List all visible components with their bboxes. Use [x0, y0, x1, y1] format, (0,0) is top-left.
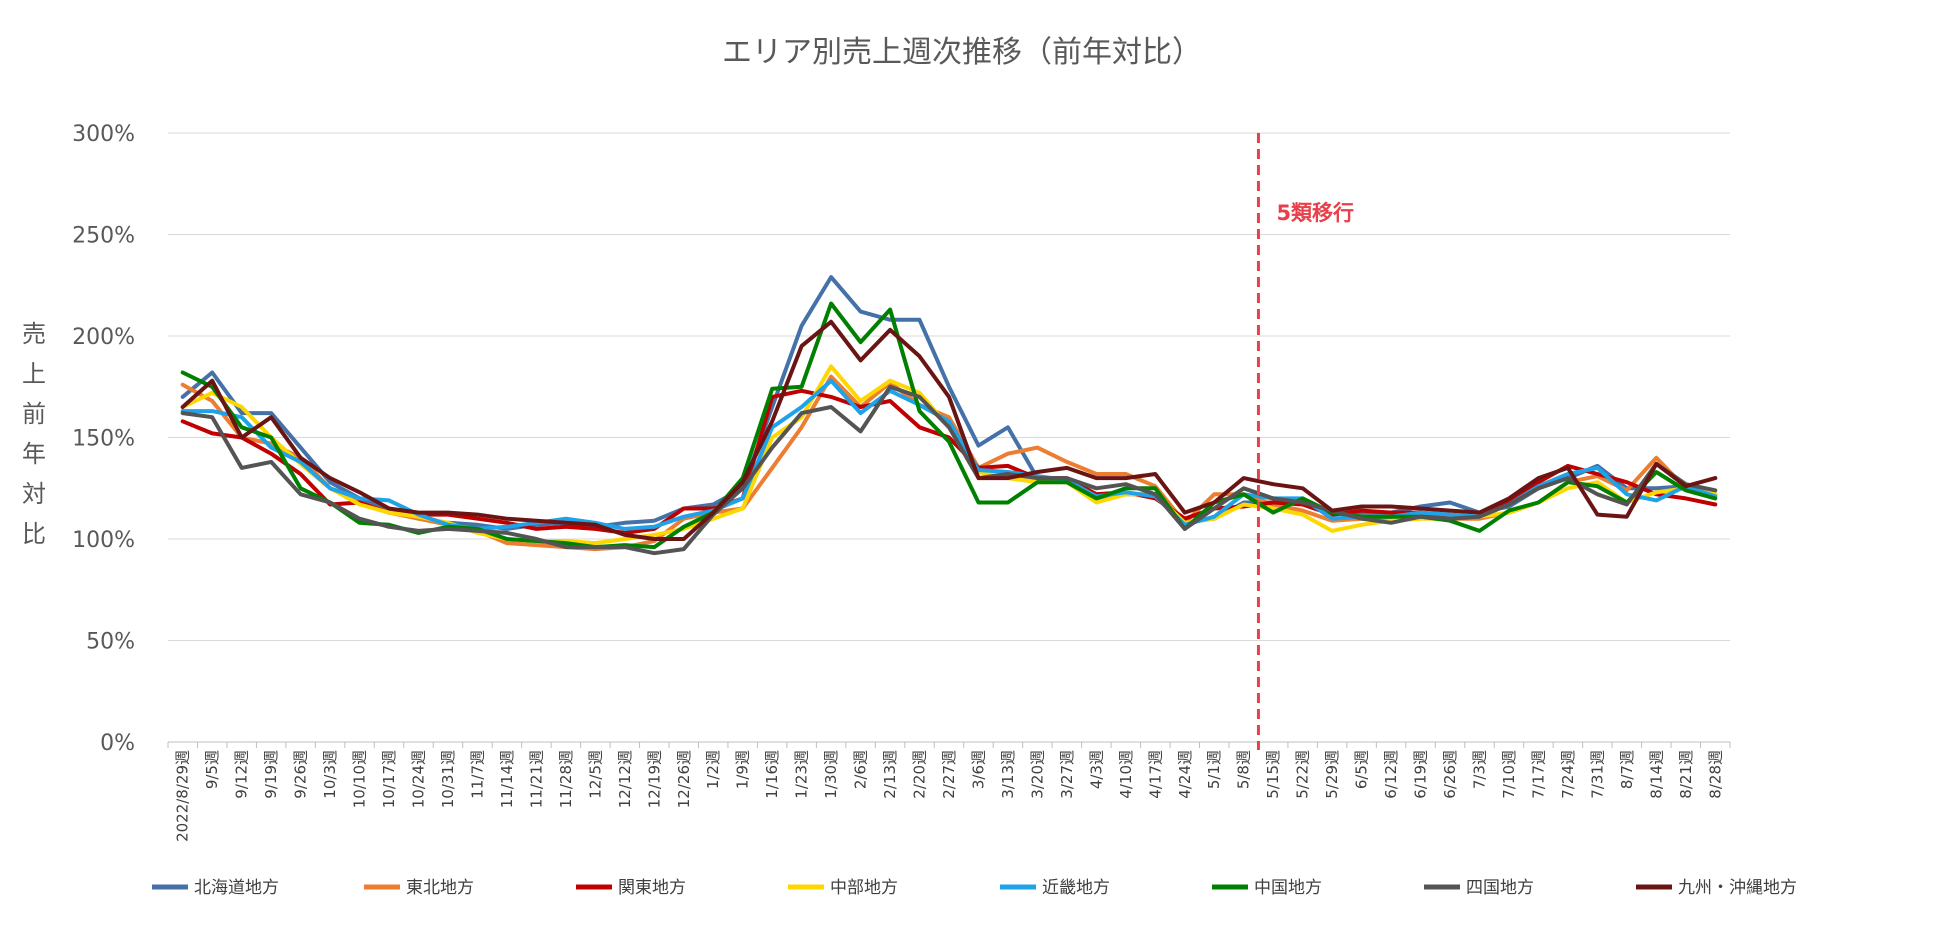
x-tick-label: 6/12週 [1382, 750, 1400, 799]
legend-item: 中部地方 [788, 878, 898, 898]
chart-title: エリア別売上週次推移（前年対比） [722, 35, 1202, 70]
x-tick-label: 4/3週 [1087, 750, 1105, 789]
x-tick-label: 12/19週 [645, 750, 663, 808]
x-tick-label: 2/20週 [911, 750, 929, 799]
x-tick-label: 7/17週 [1529, 750, 1547, 799]
y-axis-label-char: 前 [22, 400, 46, 428]
x-tick-label: 10/10週 [351, 750, 369, 808]
legend-item: 近畿地方 [1000, 878, 1110, 898]
x-tick-label: 8/7週 [1618, 750, 1636, 789]
legend-item: 関東地方 [576, 878, 686, 898]
x-tick-label: 9/5週 [203, 750, 221, 789]
x-tick-label: 12/12週 [616, 750, 634, 808]
gridlines [168, 132, 1730, 743]
series-lines [180, 275, 1718, 556]
x-tick-label: 10/3週 [321, 750, 339, 799]
legend-label: 関東地方 [618, 878, 686, 898]
series-line [180, 275, 1718, 531]
x-tick-label: 2/13週 [881, 750, 899, 799]
y-tick-label: 150% [72, 427, 135, 452]
legend-label: 東北地方 [406, 878, 474, 898]
annotation: 5類移行 [1256, 133, 1354, 750]
legend-item: 東北地方 [364, 878, 474, 898]
x-tick-label: 10/31週 [439, 750, 457, 808]
x-tick-label: 10/17週 [380, 750, 398, 808]
x-tick-label: 12/26週 [675, 750, 693, 808]
y-axis-label-char: 売 [22, 320, 46, 348]
x-tick-label: 1/30週 [822, 750, 840, 799]
x-tick-label: 10/24週 [410, 750, 428, 808]
x-tick-label: 4/24週 [1176, 750, 1194, 799]
legend-item: 四国地方 [1424, 878, 1534, 898]
legend-label: 近畿地方 [1042, 878, 1110, 898]
y-tick-label: 300% [72, 122, 135, 147]
legend: 北海道地方 東北地方 関東地方 中部地方 近畿地方 中国地方 四国地方 九州・沖縄地方 [152, 878, 1797, 898]
x-tick-label: 11/28週 [557, 750, 575, 808]
series-line [180, 319, 1718, 541]
x-tick-label: 4/17週 [1146, 750, 1164, 799]
y-tick-label: 50% [86, 630, 135, 655]
x-tick-label: 5/29週 [1323, 750, 1341, 799]
y-tick-label: 100% [72, 528, 135, 553]
x-tick-label: 5/15週 [1264, 750, 1282, 799]
y-tick-label: 0% [100, 731, 135, 756]
series-line [180, 364, 1718, 546]
legend-label: 中部地方 [830, 878, 898, 898]
y-axis-label-char: 対 [22, 480, 46, 508]
x-tick-label: 11/14週 [498, 750, 516, 808]
x-tick-label: 9/19週 [262, 750, 280, 799]
y-axis-label-char: 年 [22, 440, 46, 468]
x-tick-label: 5/22週 [1294, 750, 1312, 799]
x-tick-label: 3/13週 [999, 750, 1017, 799]
x-tick-label: 5/1週 [1205, 750, 1223, 789]
y-axis-label-char: 上 [22, 360, 46, 388]
x-tick-label: 12/5週 [586, 750, 604, 799]
legend-item: 中国地方 [1212, 878, 1322, 898]
annotation-label: 5類移行 [1276, 201, 1354, 225]
series-line [180, 378, 1718, 531]
y-tick-labels: 0% 50% 100% 150% 200% 250% 300% [72, 122, 135, 756]
x-tick-label: 8/21週 [1677, 750, 1695, 799]
x-tick-label: 9/26週 [292, 750, 310, 799]
x-tick-label: 3/6週 [969, 750, 987, 789]
legend-item: 九州・沖縄地方 [1636, 878, 1797, 898]
y-tick-label: 250% [72, 224, 135, 249]
legend-label: 九州・沖縄地方 [1678, 878, 1797, 898]
y-axis-label-char: 比 [22, 520, 46, 548]
legend-item: 北海道地方 [152, 878, 279, 898]
x-tick-label: 3/27週 [1058, 750, 1076, 799]
x-tick-label: 7/31週 [1588, 750, 1606, 799]
x-tick-label: 11/7週 [468, 750, 486, 799]
x-tick-label: 2/27週 [940, 750, 958, 799]
x-tick-label: 11/21週 [527, 750, 545, 808]
x-tick-label: 1/2週 [704, 750, 722, 789]
y-tick-label: 200% [72, 325, 135, 350]
x-tick-label: 5/8週 [1235, 750, 1253, 789]
x-tick-label: 3/20週 [1028, 750, 1046, 799]
x-tick-labels: 2022/8/29週 9/5週 9/12週 9/19週 9/26週 10/3週 10/10週… [167, 742, 1731, 842]
x-tick-label: 8/28週 [1706, 750, 1724, 799]
x-tick-label: 1/16週 [763, 750, 781, 799]
x-tick-label: 6/19週 [1412, 750, 1430, 799]
x-tick-label: 4/10週 [1117, 750, 1135, 799]
x-tick-label: 9/12週 [233, 750, 251, 799]
legend-label: 四国地方 [1466, 878, 1534, 898]
x-tick-label: 1/23週 [793, 750, 811, 799]
legend-label: 北海道地方 [194, 878, 279, 898]
x-tick-label: 2/6週 [852, 750, 870, 789]
legend-label: 中国地方 [1254, 878, 1322, 898]
x-tick-label: 7/3週 [1470, 750, 1488, 789]
x-tick-label: 7/10週 [1500, 750, 1518, 799]
series-line [180, 384, 1718, 556]
x-tick-label: 7/24週 [1559, 750, 1577, 799]
x-tick-label: 6/5週 [1353, 750, 1371, 789]
x-tick-label: 2022/8/29週 [174, 750, 192, 842]
x-tick-label: 8/14週 [1647, 750, 1665, 799]
x-tick-label: 6/26週 [1441, 750, 1459, 799]
x-tick-label: 1/9週 [734, 750, 752, 789]
